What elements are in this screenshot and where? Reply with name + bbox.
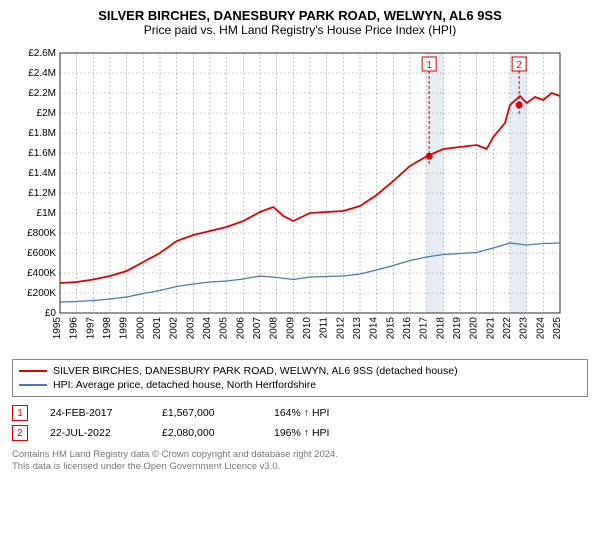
marker-price: £2,080,000	[162, 427, 252, 439]
marker-price: £1,567,000	[162, 407, 252, 419]
svg-text:2025: 2025	[552, 317, 563, 340]
svg-text:2004: 2004	[202, 317, 213, 340]
footnote: Contains HM Land Registry data © Crown c…	[12, 449, 588, 474]
chart-svg: £0£200K£400K£600K£800K£1M£1.2M£1.4M£1.6M…	[12, 43, 572, 353]
legend: SILVER BIRCHES, DANESBURY PARK ROAD, WEL…	[12, 359, 588, 397]
svg-text:2020: 2020	[469, 317, 480, 340]
svg-text:£800K: £800K	[27, 228, 56, 239]
svg-text:2016: 2016	[402, 317, 413, 340]
svg-text:1: 1	[426, 60, 432, 71]
svg-text:2012: 2012	[335, 317, 346, 340]
footnote-line: Contains HM Land Registry data © Crown c…	[12, 449, 588, 461]
svg-text:2021: 2021	[485, 317, 496, 340]
svg-text:2014: 2014	[369, 317, 380, 340]
svg-text:2003: 2003	[185, 317, 196, 340]
svg-text:1996: 1996	[69, 317, 80, 340]
svg-text:2007: 2007	[252, 317, 263, 340]
legend-label: HPI: Average price, detached house, Nort…	[53, 379, 316, 391]
svg-text:2013: 2013	[352, 317, 363, 340]
marker-row: 2 22-JUL-2022 £2,080,000 196% ↑ HPI	[12, 423, 588, 443]
svg-text:2015: 2015	[385, 317, 396, 340]
marker-row: 1 24-FEB-2017 £1,567,000 164% ↑ HPI	[12, 403, 588, 423]
svg-text:2024: 2024	[535, 317, 546, 340]
svg-text:2019: 2019	[452, 317, 463, 340]
svg-text:2000: 2000	[135, 317, 146, 340]
footnote-line: This data is licensed under the Open Gov…	[12, 461, 588, 473]
legend-swatch	[19, 384, 47, 386]
marker-pct: 196% ↑ HPI	[274, 427, 364, 439]
marker-pct: 164% ↑ HPI	[274, 407, 364, 419]
price-chart: £0£200K£400K£600K£800K£1M£1.2M£1.4M£1.6M…	[12, 43, 588, 353]
svg-text:2001: 2001	[152, 317, 163, 340]
svg-text:2018: 2018	[435, 317, 446, 340]
page-subtitle: Price paid vs. HM Land Registry's House …	[12, 23, 588, 37]
svg-text:2: 2	[516, 60, 522, 71]
svg-text:2022: 2022	[502, 317, 513, 340]
svg-text:£2.6M: £2.6M	[28, 48, 56, 59]
svg-text:£1.6M: £1.6M	[28, 148, 56, 159]
svg-text:2010: 2010	[302, 317, 313, 340]
svg-text:2011: 2011	[319, 317, 330, 339]
marker-badge: 2	[12, 425, 28, 441]
svg-text:1997: 1997	[85, 317, 96, 340]
legend-label: SILVER BIRCHES, DANESBURY PARK ROAD, WEL…	[53, 365, 458, 377]
legend-row: SILVER BIRCHES, DANESBURY PARK ROAD, WEL…	[19, 364, 581, 378]
svg-text:2017: 2017	[419, 317, 430, 340]
svg-text:£1.8M: £1.8M	[28, 128, 56, 139]
svg-text:2006: 2006	[235, 317, 246, 340]
svg-text:1995: 1995	[52, 317, 63, 340]
svg-text:1999: 1999	[119, 317, 130, 340]
svg-text:£2.2M: £2.2M	[28, 88, 56, 99]
svg-text:£200K: £200K	[27, 288, 56, 299]
page-title: SILVER BIRCHES, DANESBURY PARK ROAD, WEL…	[12, 8, 588, 23]
svg-text:£400K: £400K	[27, 268, 56, 279]
svg-text:£1M: £1M	[37, 208, 56, 219]
svg-text:2008: 2008	[269, 317, 280, 340]
svg-text:£1.2M: £1.2M	[28, 188, 56, 199]
svg-text:£600K: £600K	[27, 248, 56, 259]
marker-date: 24-FEB-2017	[50, 407, 140, 419]
svg-text:2005: 2005	[219, 317, 230, 340]
svg-text:£1.4M: £1.4M	[28, 168, 56, 179]
svg-text:2009: 2009	[285, 317, 296, 340]
svg-text:1998: 1998	[102, 317, 113, 340]
legend-row: HPI: Average price, detached house, Nort…	[19, 378, 581, 392]
svg-text:£2.4M: £2.4M	[28, 68, 56, 79]
legend-swatch	[19, 370, 47, 372]
marker-table: 1 24-FEB-2017 £1,567,000 164% ↑ HPI 2 22…	[12, 403, 588, 443]
svg-text:2023: 2023	[519, 317, 530, 340]
marker-date: 22-JUL-2022	[50, 427, 140, 439]
svg-text:2002: 2002	[169, 317, 180, 340]
marker-badge: 1	[12, 405, 28, 421]
svg-text:£2M: £2M	[37, 108, 56, 119]
